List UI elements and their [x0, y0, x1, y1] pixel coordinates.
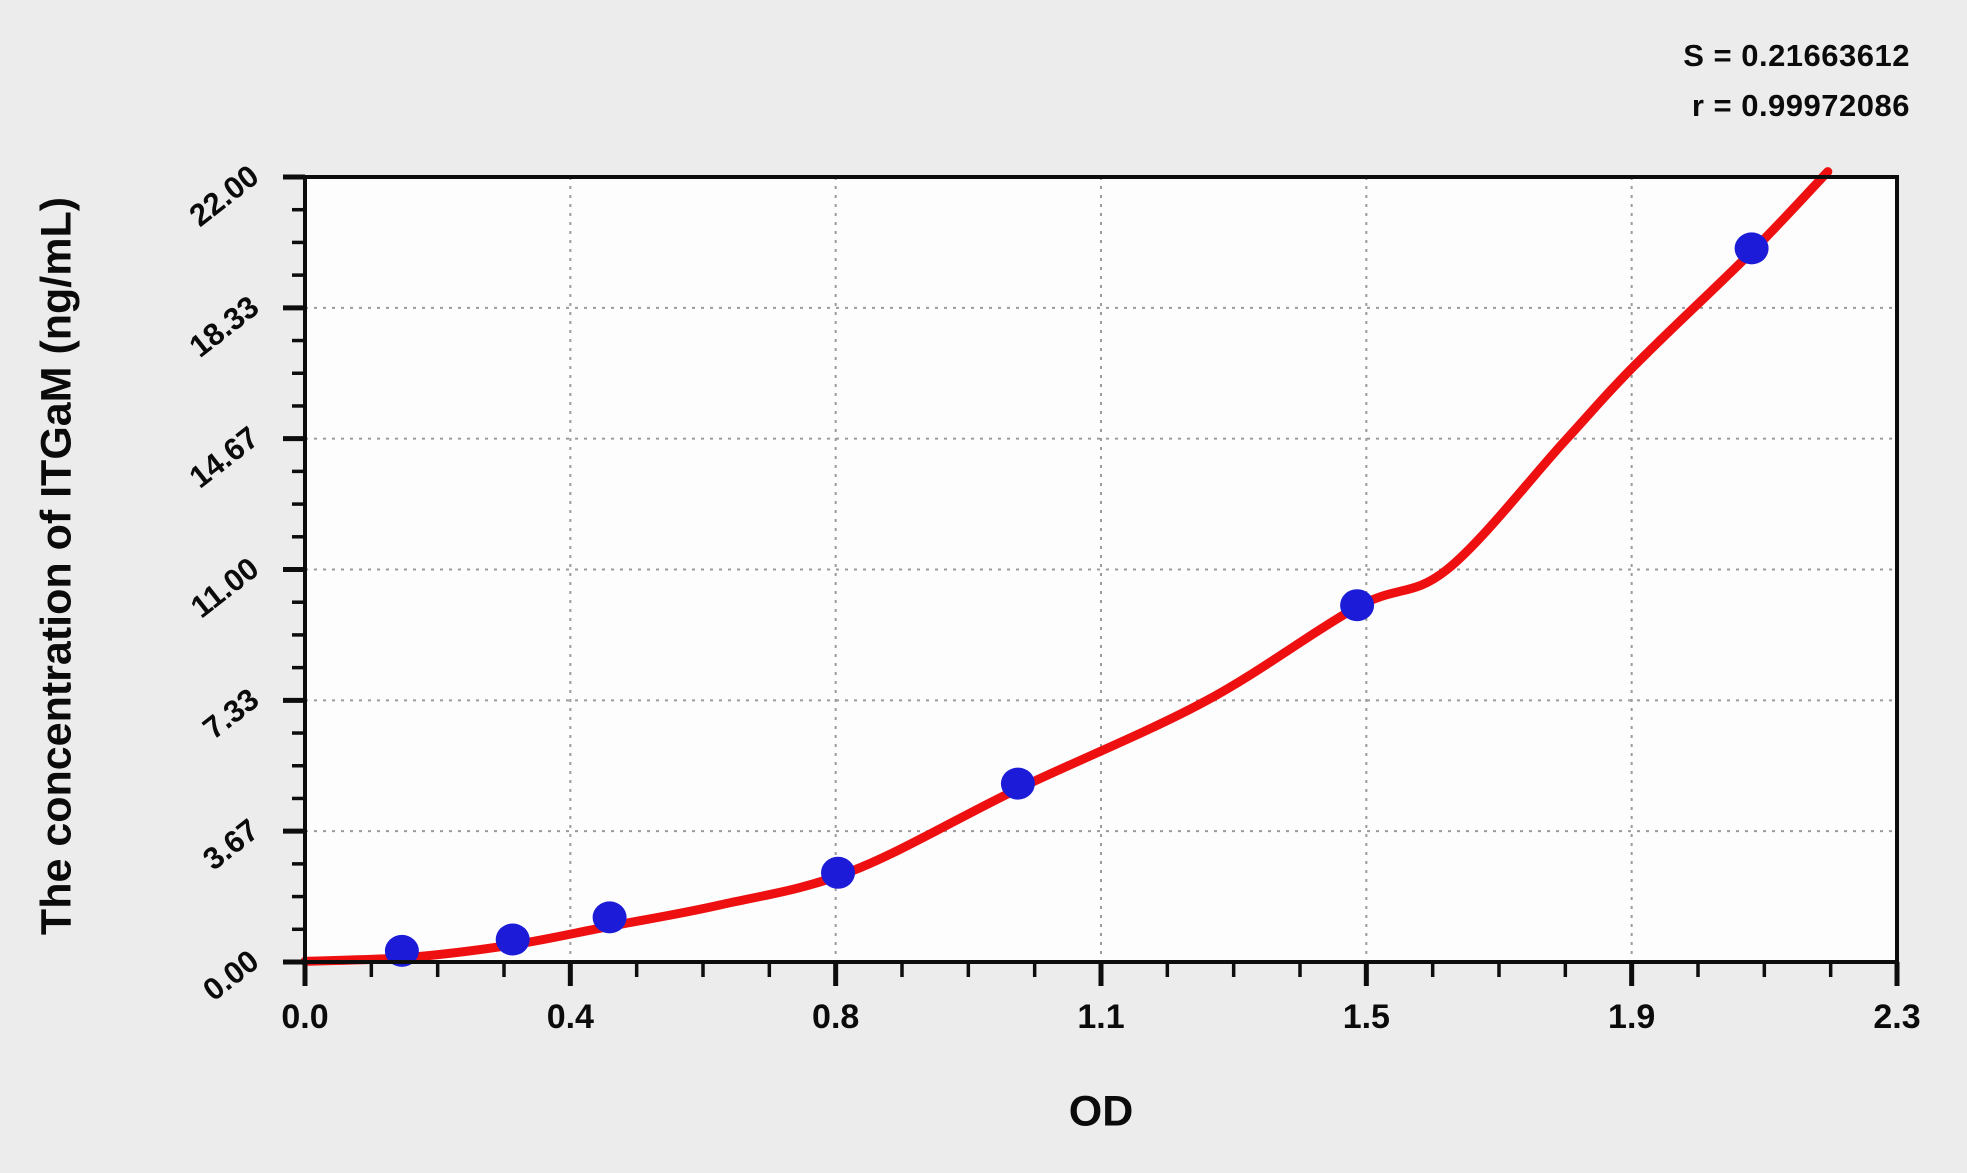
stat-r-value: r = 0.99972086	[1691, 88, 1910, 123]
standard-data-point	[384, 934, 419, 967]
standard-data-point	[495, 923, 530, 956]
standard-data-point	[821, 856, 855, 889]
standard-data-point	[592, 901, 627, 934]
standard-data-point	[1340, 589, 1375, 622]
y-tick-label: 7.33	[196, 681, 265, 746]
y-tick-label: 3.67	[196, 812, 265, 877]
y-tick-label: 14.67	[183, 420, 266, 495]
y-tick-label: 22.00	[183, 158, 266, 233]
x-tick-label: 1.1	[1077, 998, 1124, 1036]
x-tick-label: 0.0	[281, 998, 328, 1036]
y-tick-label: 18.33	[183, 289, 266, 364]
x-tick-label: 1.5	[1343, 998, 1390, 1036]
y-tick-label: 11.00	[184, 550, 265, 624]
fit-curve-group	[300, 167, 1833, 966]
data-points-group	[384, 232, 1769, 967]
ticks-group	[283, 174, 1900, 986]
x-axis-title: OD	[1068, 1087, 1134, 1136]
x-tick-label: 1.9	[1608, 998, 1655, 1036]
standard-data-point	[1000, 767, 1035, 800]
stat-s-value: S = 0.21663612	[1683, 38, 1910, 73]
x-tick-label: 0.4	[547, 998, 594, 1036]
plot-background-group	[305, 177, 1897, 962]
x-tick-label: 2.3	[1873, 998, 1920, 1036]
fitted-curve	[300, 167, 1833, 966]
y-axis-title: The concentration of ITGaM (ng/mL)	[32, 196, 81, 936]
x-tick-label: 0.8	[812, 998, 859, 1036]
y-tick-label: 0.00	[196, 943, 265, 1008]
standard-data-point	[1734, 232, 1769, 265]
plot-area	[305, 177, 1897, 962]
fit-statistics: S = 0.21663612 r = 0.99972086	[1683, 31, 1910, 131]
